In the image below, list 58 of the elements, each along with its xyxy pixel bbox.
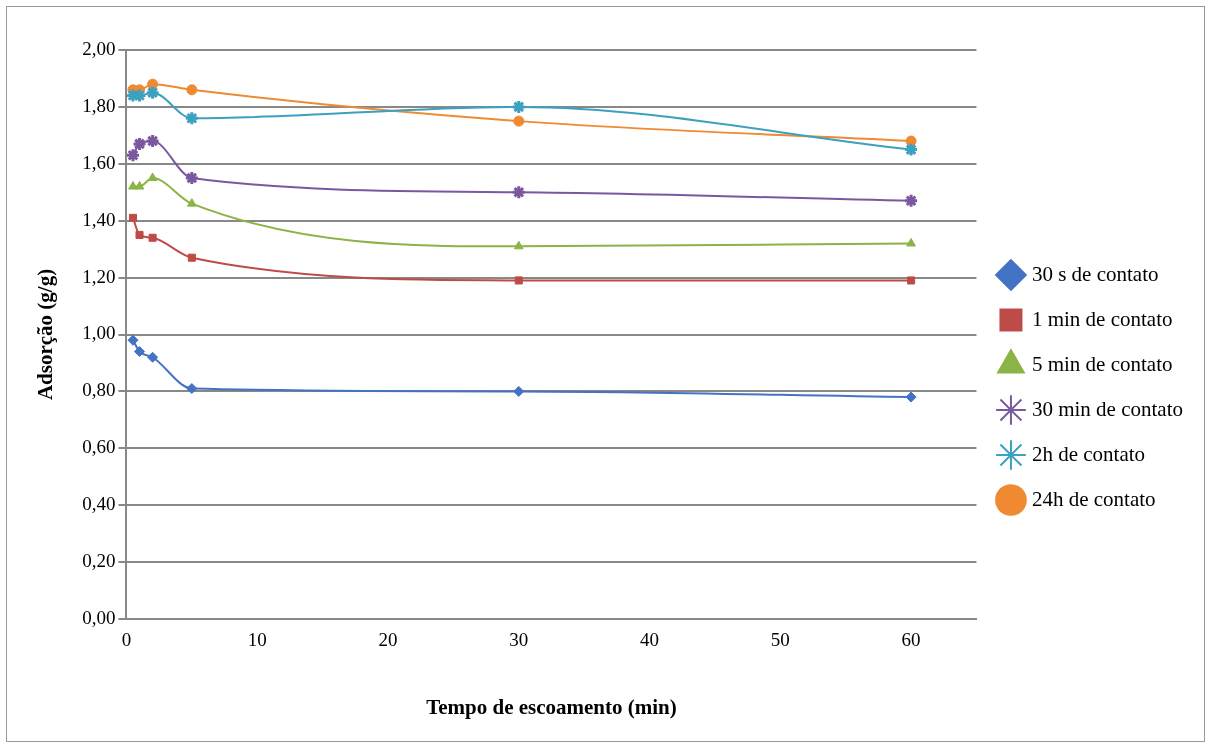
point bbox=[134, 181, 145, 190]
point bbox=[128, 181, 138, 190]
y-tick-label: 1,00 bbox=[82, 322, 116, 344]
point bbox=[184, 110, 200, 126]
y-tick-label: 1,80 bbox=[82, 94, 116, 116]
legend-label: 24h de contato bbox=[1031, 486, 1156, 511]
point bbox=[187, 253, 196, 262]
legend-label: 30 min de contato bbox=[1031, 396, 1184, 421]
point bbox=[513, 385, 525, 397]
point bbox=[903, 142, 919, 158]
point bbox=[128, 213, 138, 222]
y-tick-label: 0,60 bbox=[82, 436, 116, 458]
y-tick-label: 0,80 bbox=[82, 379, 116, 401]
point bbox=[513, 240, 524, 250]
point bbox=[905, 135, 917, 147]
point bbox=[127, 334, 139, 346]
point bbox=[511, 184, 527, 200]
y-tick-label: 0,40 bbox=[82, 493, 116, 515]
y-tick-label: 2,00 bbox=[82, 37, 116, 59]
point bbox=[147, 172, 158, 182]
legend-label: 1 min de contato bbox=[1031, 306, 1173, 331]
legend-label: 5 min de contato bbox=[1031, 351, 1173, 376]
x-tick-label: 0 bbox=[121, 629, 132, 651]
point bbox=[513, 115, 525, 127]
point bbox=[145, 85, 161, 101]
legend-label: 30 s de contato bbox=[1031, 261, 1159, 286]
point bbox=[186, 84, 198, 96]
point bbox=[126, 147, 141, 163]
point bbox=[132, 136, 148, 152]
point bbox=[186, 383, 198, 395]
point bbox=[907, 276, 916, 285]
y-tick-label: 1,40 bbox=[82, 208, 116, 230]
x-axis-title: Tempo de escoamento (min) bbox=[426, 694, 677, 719]
y-tick-label: 0,00 bbox=[82, 606, 116, 628]
legend-label: 2h de contato bbox=[1031, 441, 1146, 466]
point bbox=[147, 351, 159, 363]
x-tick-label: 20 bbox=[378, 629, 398, 651]
x-tick-label: 50 bbox=[770, 629, 790, 651]
x-tick-label: 40 bbox=[640, 629, 660, 651]
point bbox=[134, 346, 146, 358]
point bbox=[511, 99, 527, 115]
y-tick-label: 1,20 bbox=[82, 265, 116, 287]
point bbox=[148, 233, 157, 242]
x-tick-label: 60 bbox=[901, 629, 921, 651]
point bbox=[187, 198, 197, 207]
y-tick-label: 0,20 bbox=[82, 550, 116, 572]
x-tick-label: 10 bbox=[247, 629, 267, 651]
point bbox=[147, 78, 159, 90]
point bbox=[184, 170, 200, 186]
y-tick-label: 1,60 bbox=[82, 151, 116, 173]
point bbox=[145, 133, 161, 149]
y-axis-title: Adsorção (g/g) bbox=[33, 268, 58, 401]
x-tick-label: 30 bbox=[509, 629, 529, 651]
point bbox=[906, 237, 916, 247]
point bbox=[903, 193, 919, 209]
point bbox=[514, 276, 523, 285]
point bbox=[135, 230, 144, 239]
point bbox=[905, 391, 917, 403]
